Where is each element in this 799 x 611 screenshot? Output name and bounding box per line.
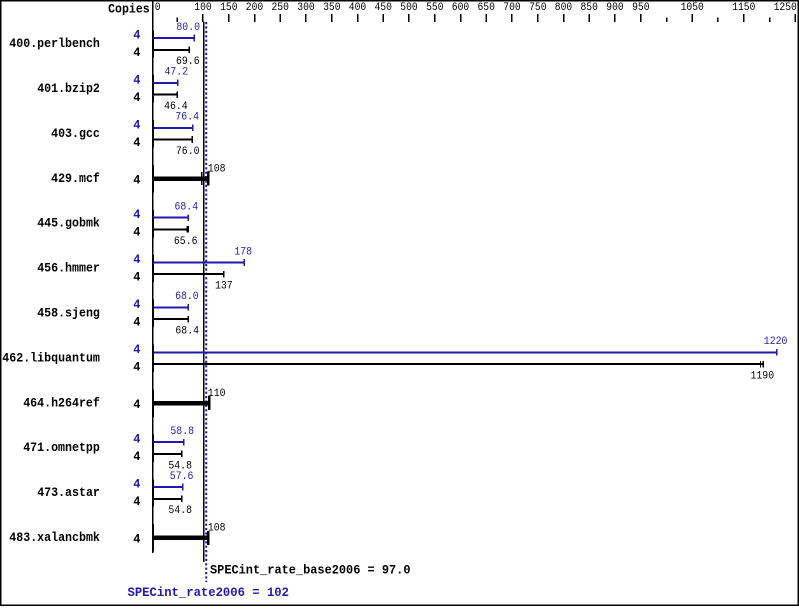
svg-text:4: 4 [133,494,140,509]
svg-text:456.hmmer: 456.hmmer [37,261,100,276]
svg-text:108: 108 [208,523,226,535]
svg-text:4: 4 [133,532,140,547]
svg-text:464.h264ref: 464.h264ref [23,395,100,410]
svg-text:76.0: 76.0 [176,146,200,158]
svg-text:4: 4 [133,45,140,60]
svg-text:68.4: 68.4 [175,201,199,213]
svg-text:700: 700 [503,2,520,14]
svg-text:401.bzip2: 401.bzip2 [37,81,100,96]
svg-text:0: 0 [155,2,161,14]
svg-text:54.8: 54.8 [168,460,192,472]
svg-text:4: 4 [133,397,140,412]
svg-text:1150: 1150 [732,2,755,14]
svg-text:473.astar: 473.astar [37,485,100,500]
svg-text:400: 400 [349,2,366,14]
svg-text:100: 100 [194,2,211,14]
svg-text:4: 4 [133,449,140,464]
svg-text:76.4: 76.4 [175,112,199,124]
svg-text:450: 450 [375,2,392,14]
svg-text:4: 4 [133,28,140,43]
svg-text:47.2: 47.2 [165,67,189,79]
svg-text:458.sjeng: 458.sjeng [37,306,100,321]
svg-text:471.omnetpp: 471.omnetpp [23,440,100,455]
svg-text:150: 150 [220,2,237,14]
svg-text:57.6: 57.6 [170,471,194,483]
svg-text:46.4: 46.4 [164,101,188,113]
svg-text:483.xalancbmk: 483.xalancbmk [9,530,100,545]
svg-text:1050: 1050 [681,2,704,14]
svg-text:SPECint_rate2006 = 102: SPECint_rate2006 = 102 [128,585,290,600]
svg-text:500: 500 [400,2,417,14]
svg-text:4: 4 [133,73,140,88]
svg-text:110: 110 [208,388,226,400]
svg-text:68.4: 68.4 [175,326,199,338]
svg-text:4: 4 [133,252,140,267]
svg-text:4: 4 [133,117,140,132]
svg-text:SPECint_rate_base2006 = 97.0: SPECint_rate_base2006 = 97.0 [210,563,411,578]
svg-text:350: 350 [323,2,340,14]
svg-text:250: 250 [272,2,289,14]
svg-text:1220: 1220 [764,336,788,348]
svg-text:1250: 1250 [774,2,797,14]
svg-text:58.8: 58.8 [170,426,194,438]
svg-text:4: 4 [133,297,140,312]
svg-text:4: 4 [133,207,140,222]
svg-text:429.mcf: 429.mcf [51,171,100,186]
svg-text:850: 850 [581,2,598,14]
svg-text:403.gcc: 403.gcc [51,126,100,141]
svg-text:750: 750 [529,2,546,14]
svg-text:4: 4 [133,135,140,150]
svg-text:4: 4 [133,315,140,330]
svg-text:400.perlbench: 400.perlbench [9,36,100,51]
svg-text:300: 300 [297,2,314,14]
svg-text:Copies: Copies [108,1,150,16]
svg-text:65.6: 65.6 [174,236,198,248]
svg-text:4: 4 [133,477,140,492]
svg-text:900: 900 [606,2,623,14]
svg-text:4: 4 [133,225,140,240]
svg-text:600: 600 [452,2,469,14]
svg-text:4: 4 [133,270,140,285]
svg-text:445.gobmk: 445.gobmk [37,216,100,231]
svg-text:80.0: 80.0 [176,22,200,34]
svg-text:69.6: 69.6 [176,56,200,68]
svg-text:137: 137 [215,281,233,293]
svg-text:800: 800 [555,2,572,14]
svg-text:178: 178 [234,246,252,258]
svg-text:650: 650 [478,2,495,14]
svg-text:550: 550 [426,2,443,14]
svg-text:54.8: 54.8 [168,505,192,517]
svg-text:4: 4 [133,432,140,447]
svg-text:108: 108 [208,163,226,175]
svg-text:4: 4 [133,342,140,357]
svg-text:1190: 1190 [751,371,775,383]
svg-text:4: 4 [133,173,140,188]
svg-text:4: 4 [133,90,140,105]
svg-text:462.libquantum: 462.libquantum [2,350,100,365]
svg-text:200: 200 [246,2,263,14]
svg-text:4: 4 [133,359,140,374]
svg-text:68.0: 68.0 [175,291,199,303]
svg-text:950: 950 [632,2,649,14]
